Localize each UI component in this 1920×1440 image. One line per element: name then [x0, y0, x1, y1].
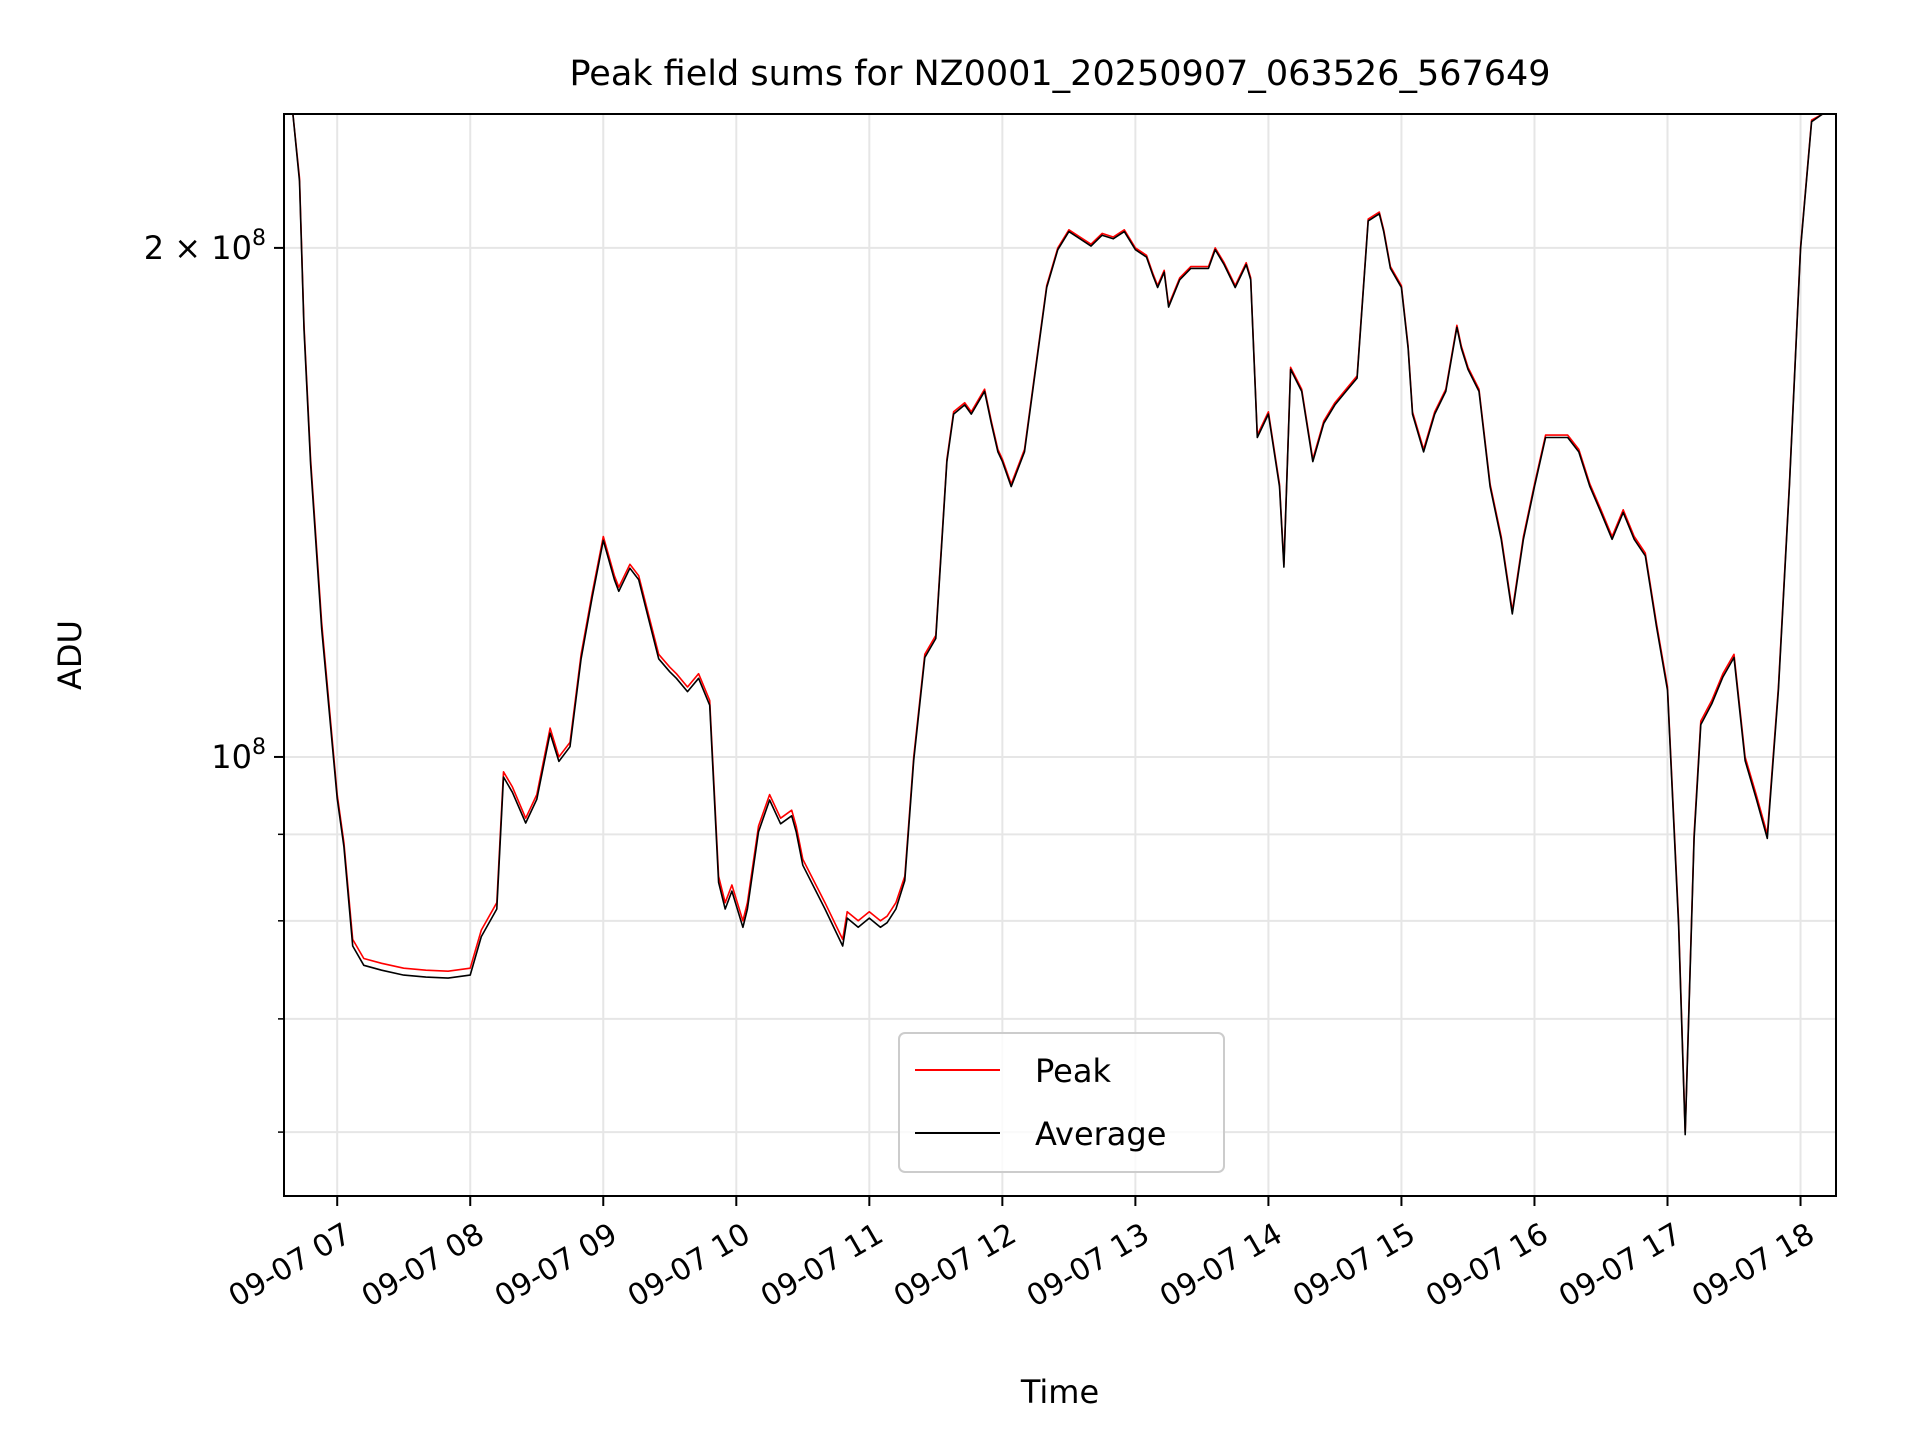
- chart-title: Peak field sums for NZ0001_20250907_0635…: [569, 54, 1550, 94]
- grid: [284, 114, 1836, 1196]
- plot-frame: [283, 113, 1837, 1197]
- y-axis: 108 2 × 108: [144, 226, 284, 1133]
- legend-peak-label: Peak: [1035, 1052, 1111, 1090]
- series-group: [284, 114, 1836, 1136]
- y-tick-label: 2 × 108: [144, 226, 266, 267]
- legend-box: [898, 1032, 1225, 1173]
- x-axis-label: Time: [1020, 1373, 1099, 1411]
- y-axis-label: ADU: [51, 620, 89, 690]
- series-line-average: [284, 114, 1836, 1136]
- legend: Peak Average: [898, 1032, 1225, 1173]
- y-tick-label: 108: [211, 735, 266, 776]
- legend-average-label: Average: [1035, 1115, 1166, 1153]
